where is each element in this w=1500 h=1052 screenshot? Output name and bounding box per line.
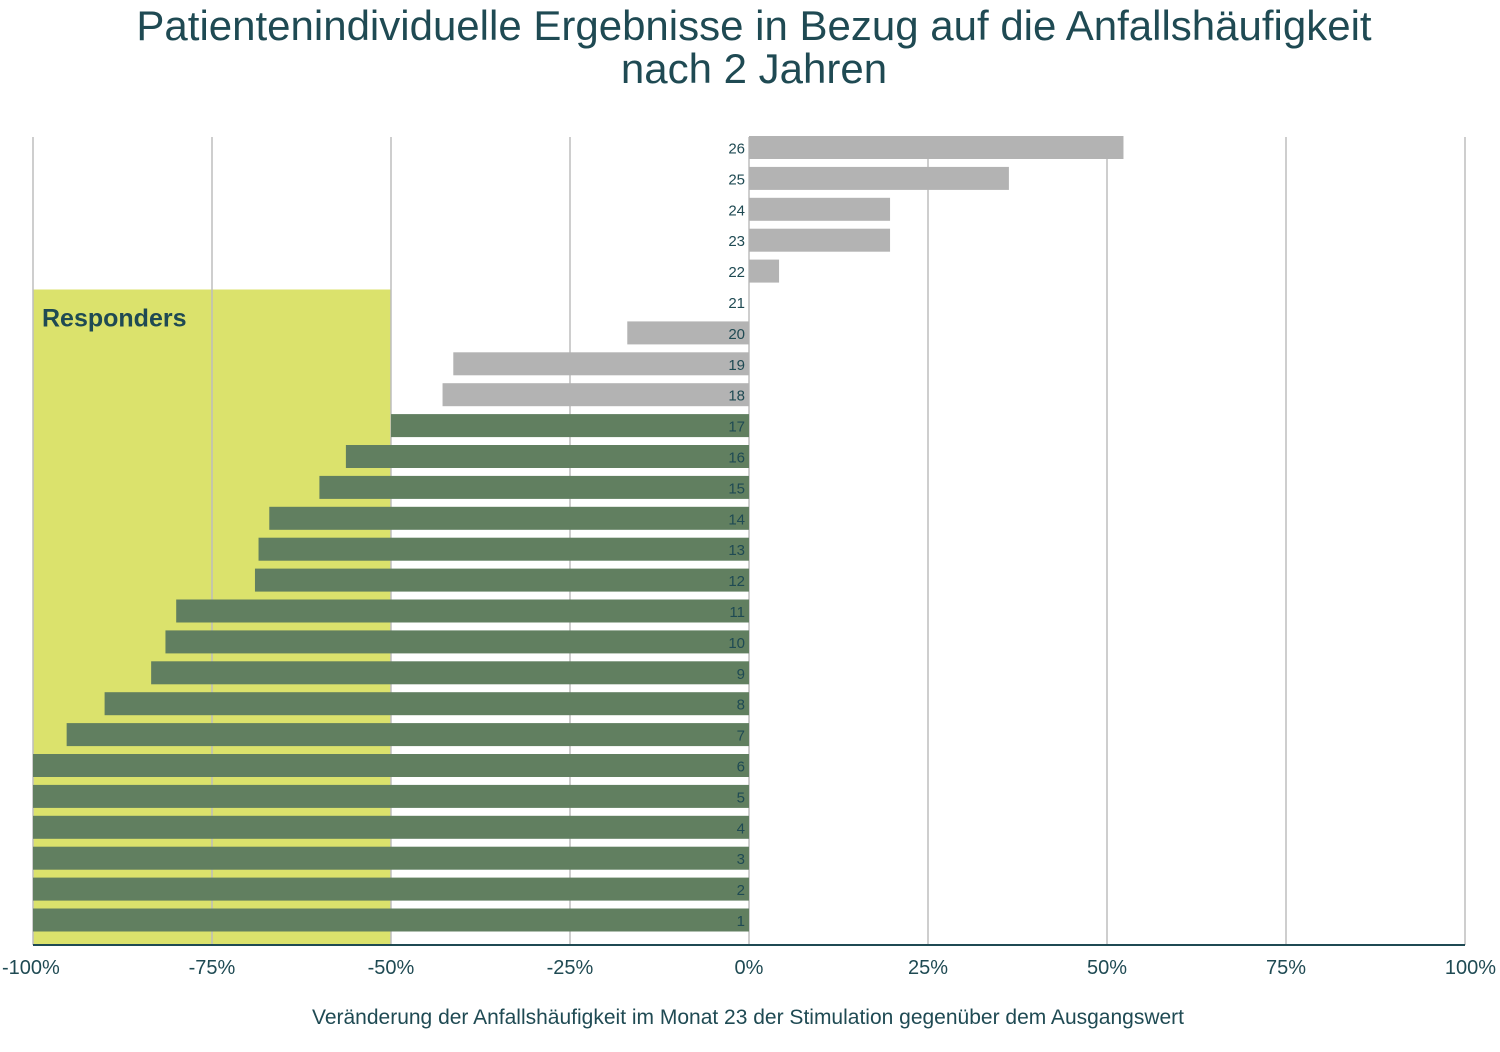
bar-4 — [33, 815, 749, 839]
bar-20 — [627, 321, 749, 345]
category-label-2: 2 — [737, 882, 745, 899]
x-tick-label-5: 25% — [908, 957, 948, 979]
bar-3 — [33, 846, 749, 870]
category-label-21: 21 — [728, 295, 745, 312]
bar-7 — [66, 723, 750, 747]
category-labels: 1234567891011121314151617181920212223242… — [728, 141, 745, 931]
x-axis-label: Veränderung der Anfallshäufigkeit im Mon… — [312, 1006, 1184, 1029]
category-label-15: 15 — [728, 480, 745, 497]
category-label-16: 16 — [728, 450, 745, 467]
category-label-17: 17 — [728, 419, 745, 436]
bar-18 — [442, 383, 749, 407]
x-tick-label-1: -75% — [189, 957, 236, 979]
bar-10 — [165, 630, 749, 654]
chart-title-line-2: nach 2 Jahren — [621, 45, 887, 92]
category-label-1: 1 — [737, 913, 745, 930]
category-label-7: 7 — [737, 728, 745, 745]
bar-19 — [453, 352, 749, 376]
category-label-4: 4 — [737, 820, 745, 837]
bar-22 — [749, 259, 780, 283]
bar-8 — [104, 692, 750, 716]
bar-24 — [749, 197, 891, 221]
category-label-11: 11 — [729, 604, 745, 621]
x-tick-label-7: 75% — [1266, 957, 1306, 979]
bar-13 — [258, 537, 749, 561]
x-tick-label-6: 50% — [1087, 957, 1127, 979]
bar-23 — [749, 228, 891, 252]
x-tick-labels: -100% -75% -50% -25% 0% 25% 50% 75% 100% — [2, 957, 1496, 979]
bar-1 — [33, 908, 749, 932]
x-tick-label-4: 0% — [735, 957, 764, 979]
category-label-23: 23 — [728, 233, 745, 250]
bar-11 — [176, 599, 749, 623]
bar-2 — [33, 877, 749, 901]
category-label-25: 25 — [728, 171, 745, 188]
category-label-22: 22 — [728, 264, 745, 281]
x-tick-label-0: -100% — [2, 957, 60, 979]
responder-region-label: Responders — [42, 305, 186, 333]
category-label-9: 9 — [737, 666, 745, 683]
bar-6 — [33, 754, 749, 777]
bar-16 — [345, 445, 749, 468]
category-label-18: 18 — [728, 388, 745, 405]
bar-5 — [33, 784, 749, 808]
category-label-10: 10 — [728, 635, 745, 652]
category-label-19: 19 — [728, 357, 745, 374]
bar-9 — [151, 661, 749, 685]
chart-title-line-1: Patientenindividuelle Ergebnisse in Bezu… — [136, 2, 1371, 49]
category-label-8: 8 — [737, 697, 745, 714]
category-label-24: 24 — [728, 202, 745, 219]
category-label-3: 3 — [737, 851, 745, 868]
category-label-26: 26 — [728, 141, 745, 158]
bar-17 — [391, 414, 749, 438]
x-tick-label-2: -50% — [368, 957, 415, 979]
bar-14 — [269, 506, 749, 530]
bar-25 — [749, 166, 1009, 190]
category-label-13: 13 — [728, 542, 745, 559]
category-label-12: 12 — [728, 573, 745, 590]
category-label-14: 14 — [728, 511, 745, 528]
x-tick-label-3: -25% — [547, 957, 594, 979]
x-tick-label-8: 100% — [1445, 957, 1496, 979]
category-label-5: 5 — [737, 789, 745, 806]
bar-12 — [254, 568, 749, 592]
bar-26 — [749, 136, 1124, 159]
bars — [33, 136, 1124, 932]
category-label-20: 20 — [728, 326, 745, 343]
bar-15 — [319, 475, 749, 499]
category-label-6: 6 — [737, 759, 745, 776]
